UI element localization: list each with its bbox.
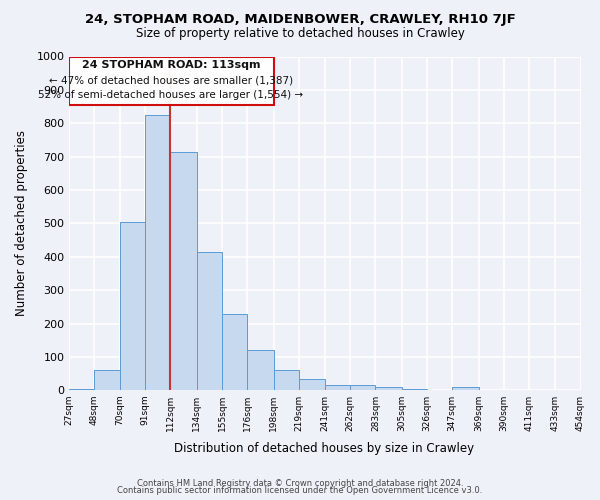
Text: 52% of semi-detached houses are larger (1,554) →: 52% of semi-detached houses are larger (… [38, 90, 304, 100]
Bar [376, 387, 402, 390]
Bar [247, 350, 274, 391]
Text: Contains public sector information licensed under the Open Government Licence v3: Contains public sector information licen… [118, 486, 482, 495]
Bar [120, 222, 145, 390]
FancyBboxPatch shape [68, 56, 274, 105]
Bar [197, 252, 222, 390]
Text: ← 47% of detached houses are smaller (1,387): ← 47% of detached houses are smaller (1,… [49, 76, 293, 86]
Text: Size of property relative to detached houses in Crawley: Size of property relative to detached ho… [136, 28, 464, 40]
Bar [325, 386, 350, 390]
X-axis label: Distribution of detached houses by size in Crawley: Distribution of detached houses by size … [175, 442, 475, 455]
Bar [350, 386, 376, 390]
Bar [145, 115, 170, 390]
Text: 24, STOPHAM ROAD, MAIDENBOWER, CRAWLEY, RH10 7JF: 24, STOPHAM ROAD, MAIDENBOWER, CRAWLEY, … [85, 12, 515, 26]
Bar [222, 314, 247, 390]
Bar [452, 387, 479, 390]
Text: 24 STOPHAM ROAD: 113sqm: 24 STOPHAM ROAD: 113sqm [82, 60, 260, 70]
Text: Contains HM Land Registry data © Crown copyright and database right 2024.: Contains HM Land Registry data © Crown c… [137, 478, 463, 488]
Bar [68, 388, 94, 390]
Bar [94, 370, 120, 390]
Bar [274, 370, 299, 390]
Y-axis label: Number of detached properties: Number of detached properties [15, 130, 28, 316]
Bar [402, 388, 427, 390]
Bar [299, 378, 325, 390]
Bar [170, 152, 197, 390]
